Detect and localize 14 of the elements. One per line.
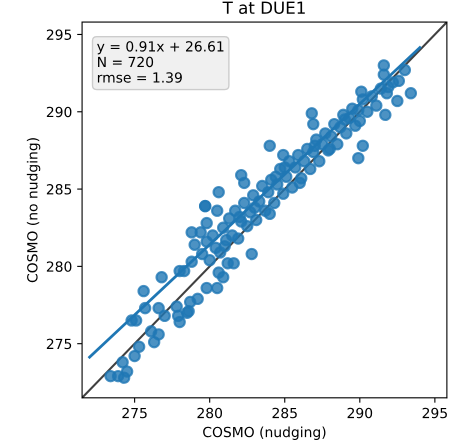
x-tick-label: 285 xyxy=(272,408,297,418)
y-axis-title: COSMO (no nudging) xyxy=(26,138,40,282)
x-axis-title: COSMO (nudging) xyxy=(203,426,326,440)
x-tick-label: 290 xyxy=(348,408,372,418)
y-tick-label: 275 xyxy=(46,338,72,350)
annotation: y = 0.91x + 26.61 N = 720 rmse = 1.39 xyxy=(97,41,224,83)
y-tick-label: 290 xyxy=(46,106,72,118)
y-tick-label: 295 xyxy=(46,29,72,40)
chart-title: T at DUE1 xyxy=(222,2,305,14)
x-tick-label: 275 xyxy=(122,408,147,418)
y-tick-label: 285 xyxy=(46,184,72,195)
y-tick-label: 280 xyxy=(46,261,72,272)
x-tick-label: 295 xyxy=(422,408,447,418)
x-tick-label: 280 xyxy=(197,408,222,418)
